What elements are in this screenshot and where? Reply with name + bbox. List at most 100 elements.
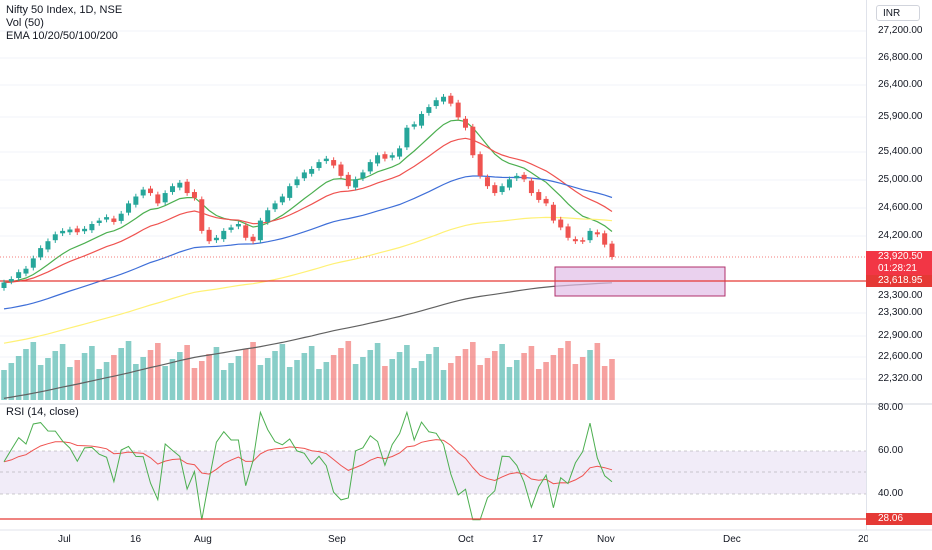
volume-bar (338, 348, 344, 400)
volume-bar (125, 341, 132, 400)
volume-bar (550, 355, 557, 400)
rsi-ma-line (3, 439, 613, 485)
volume-bar (162, 366, 168, 400)
candle (382, 154, 388, 159)
candle (499, 186, 505, 193)
candle (228, 227, 234, 230)
candle (294, 179, 300, 186)
candle (587, 230, 593, 241)
candle (89, 224, 95, 231)
candle (184, 181, 190, 194)
candle (30, 258, 36, 268)
volume-bar (462, 349, 469, 400)
time-label: Sep (328, 534, 346, 545)
candle (265, 210, 271, 222)
volume-bar (37, 365, 44, 400)
rsi-tick: 80.00 (878, 402, 904, 413)
candle (331, 160, 337, 166)
currency-button[interactable]: INR (876, 5, 920, 21)
candle (140, 189, 146, 196)
candle (323, 158, 329, 162)
volume-bar (198, 361, 205, 400)
volume-bar (147, 350, 154, 400)
last-price-tag: 23,920.50 (866, 251, 932, 263)
volume-bar (286, 367, 293, 400)
volume-bar (594, 343, 601, 400)
candle (96, 220, 102, 223)
volume-bar (601, 366, 608, 400)
price-tick: 25,900.00 (878, 111, 923, 122)
volume-bar (470, 342, 476, 400)
volume-bar (264, 358, 271, 400)
candle (375, 155, 381, 164)
price-tick: 27,200.00 (878, 25, 923, 36)
ema-line-50 (3, 175, 613, 310)
volume-bar (250, 342, 256, 400)
candle (521, 174, 527, 180)
volume-bar (404, 345, 410, 400)
price-tick: 25,000.00 (878, 174, 923, 185)
volume-bar (426, 354, 432, 400)
volume-bar (440, 370, 447, 400)
candle (38, 248, 44, 258)
countdown-tag: 01:28:21 (866, 263, 932, 275)
time-label: Nov (597, 534, 615, 545)
volume-bar (367, 350, 374, 400)
candle (301, 172, 307, 179)
volume-bar (294, 360, 300, 400)
volume-bar (374, 343, 381, 400)
volume-bar (382, 366, 388, 400)
candle (594, 232, 600, 235)
volume-label[interactable]: Vol (50) (6, 17, 44, 29)
volume-bar (513, 360, 520, 400)
candle (389, 155, 395, 158)
candle (338, 164, 344, 176)
candle (1, 282, 7, 288)
candle (67, 229, 73, 233)
volume-bar (389, 359, 396, 400)
candle (602, 233, 608, 245)
candle (16, 272, 22, 279)
candle (45, 241, 51, 250)
volume-bar (15, 356, 22, 400)
candle (133, 196, 139, 205)
candle (477, 154, 483, 176)
ema-lines (3, 119, 613, 399)
candle (52, 234, 58, 241)
volume-bar (499, 344, 505, 400)
candle (462, 118, 468, 128)
rsi-label[interactable]: RSI (14, close) (6, 406, 79, 418)
candle (206, 229, 212, 242)
volume-bar (330, 355, 337, 400)
price-tick: 24,200.00 (878, 230, 923, 241)
symbol-title[interactable]: Nifty 50 Index, 1D, NSE (6, 4, 123, 16)
volume-bar (535, 369, 542, 400)
candle (287, 186, 293, 198)
volume-bar (111, 355, 117, 400)
candle (177, 182, 183, 188)
volume-bar (206, 354, 212, 400)
volume-bar (308, 346, 315, 400)
candle (126, 203, 132, 213)
candle (433, 100, 439, 107)
time-label: 17 (532, 534, 544, 545)
rsi-lines (3, 410, 613, 521)
volume-bar (169, 359, 176, 400)
ema-label[interactable]: EMA 10/20/50/100/200 (6, 30, 118, 42)
volume-bar (213, 347, 220, 400)
volume-bar (587, 350, 593, 400)
price-tick: 26,400.00 (878, 79, 923, 90)
candle (419, 113, 425, 126)
candle (353, 179, 359, 188)
volume-bar (565, 341, 571, 400)
volume-bar (228, 363, 234, 400)
candle (279, 196, 285, 203)
volume-bar (609, 359, 615, 400)
candle (565, 226, 571, 238)
volume-bar (23, 349, 29, 400)
time-label: Jul (58, 534, 71, 545)
candle (580, 240, 586, 242)
ema-line-200 (3, 282, 613, 399)
volume-bar (220, 370, 227, 400)
